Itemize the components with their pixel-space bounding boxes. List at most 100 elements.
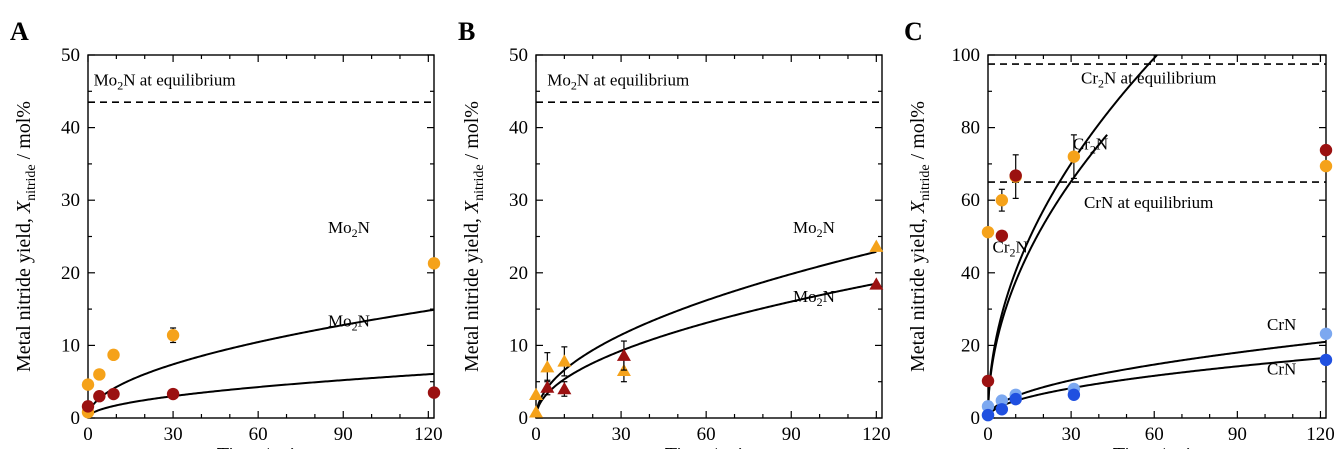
data-point: [981, 408, 995, 422]
x-tick-label: 30: [1062, 424, 1081, 445]
data-point: [557, 354, 572, 367]
data-point: [1319, 353, 1333, 367]
x-tick-label: 60: [249, 424, 268, 445]
data-point: [166, 387, 180, 401]
x-tick-label: 120: [862, 424, 891, 445]
data-point: [1009, 169, 1022, 182]
data-point: [995, 229, 1009, 242]
x-tick-label: 60: [697, 424, 716, 445]
panel-a: A 0 30 60 90 120 0 10 20 30 40 50 Time / min Metal ni…: [10, 17, 443, 449]
x-tick-label: 120: [414, 424, 443, 445]
curve-label: CrN: [1267, 359, 1296, 378]
model-curve: [87, 372, 435, 419]
data-point: [981, 400, 995, 413]
y-tick-label: 50: [509, 45, 528, 66]
plot-frame: [87, 54, 435, 419]
model-curve: [535, 250, 877, 419]
data-point: [557, 381, 572, 395]
y-tick-label: 20: [961, 335, 980, 356]
y-tick-label: 60: [961, 190, 980, 211]
data-point: [427, 257, 441, 270]
curve-label: Mo2N: [328, 218, 370, 240]
data-point: [1319, 327, 1333, 340]
data-point: [995, 403, 1009, 416]
curve-label: Mo2N: [328, 312, 370, 334]
y-tick-label: 0: [71, 408, 81, 429]
y-tick-label: 80: [961, 118, 980, 139]
data-point: [1067, 388, 1081, 401]
y-tick-label: 0: [519, 408, 529, 429]
x-axis-title: Time / min: [1113, 444, 1201, 449]
data-point: [529, 405, 543, 418]
panel-b: B 0 30 60 90 120 0 10 20 30 40 50 Time / min Metal ni…: [458, 17, 891, 449]
data-point: [869, 239, 884, 252]
panel-letter: A: [10, 17, 29, 46]
x-tick-label: 90: [1228, 424, 1247, 445]
x-tick-label: 30: [164, 424, 183, 445]
y-axis-title: Metal nitride yield, Xnitride / mol%: [13, 101, 39, 372]
data-point: [540, 360, 555, 373]
data-point: [93, 390, 106, 403]
data-point: [81, 378, 95, 391]
model-curve: [987, 134, 1108, 419]
data-point: [995, 394, 1009, 407]
curve-label: Cr2N: [1073, 134, 1108, 156]
data-point: [540, 380, 555, 393]
model-curve: [535, 282, 877, 419]
y-tick-label: 100: [952, 45, 981, 66]
x-tick-label: 0: [983, 424, 993, 445]
x-tick-label: 90: [782, 424, 801, 445]
x-axis-title: Time / min: [665, 444, 753, 449]
x-tick-label: 90: [334, 424, 353, 445]
data-point: [981, 225, 995, 239]
y-axis-title: Metal nitride yield, Xnitride / mol%: [907, 101, 933, 372]
x-tick-label: 30: [612, 424, 631, 445]
data-point: [529, 387, 543, 401]
data-point: [166, 329, 180, 342]
model-curve: [87, 308, 435, 419]
y-tick-label: 0: [971, 408, 981, 429]
y-tick-label: 20: [61, 263, 80, 284]
model-curve: [987, 356, 1327, 419]
curve-label: Mo2N at equilibrium: [94, 70, 236, 92]
data-point: [107, 387, 120, 401]
data-point: [616, 348, 631, 361]
y-tick-label: 10: [61, 335, 80, 356]
panel-letter: B: [458, 17, 475, 46]
curve-label: Cr2N at equilibrium: [1081, 68, 1216, 90]
data-point: [427, 386, 441, 399]
data-point: [981, 374, 995, 388]
y-tick-label: 40: [509, 118, 528, 139]
curve-label: Mo2N: [793, 218, 835, 240]
data-point: [107, 348, 120, 362]
data-point: [81, 400, 95, 413]
y-axis-title: Metal nitride yield, Xnitride / mol%: [461, 101, 487, 372]
x-tick-label: 0: [531, 424, 541, 445]
data-point: [869, 277, 884, 290]
curve-label: CrN: [1267, 315, 1296, 334]
x-tick-label: 60: [1145, 424, 1164, 445]
model-curve: [987, 54, 1158, 419]
data-point: [1319, 159, 1333, 173]
data-point: [93, 368, 106, 381]
x-tick-label: 120: [1306, 424, 1335, 445]
data-point: [1319, 143, 1333, 157]
y-tick-label: 40: [961, 263, 980, 284]
data-point: [1067, 150, 1081, 163]
y-tick-label: 30: [509, 190, 528, 211]
curve-label: Mo2N: [793, 287, 835, 309]
data-point: [1009, 392, 1022, 406]
x-axis-title: Time / min: [217, 444, 305, 449]
y-tick-label: 30: [61, 190, 80, 211]
panel-letter: C: [904, 17, 923, 46]
panel-c: C 0 30 60 90 120 0 20 40 60 80 100 Time / min Metal n…: [904, 17, 1335, 449]
data-point: [995, 194, 1009, 207]
curve-label: Mo2N at equilibrium: [547, 70, 689, 92]
y-tick-label: 20: [509, 263, 528, 284]
y-tick-label: 10: [509, 335, 528, 356]
model-curve: [987, 340, 1327, 419]
y-tick-label: 50: [61, 45, 80, 66]
x-tick-label: 0: [83, 424, 93, 445]
curve-label: Cr2N: [993, 237, 1028, 259]
